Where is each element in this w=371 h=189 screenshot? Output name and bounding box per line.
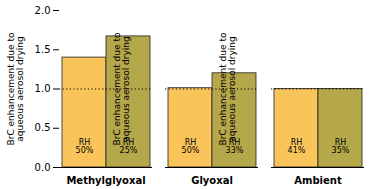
svg-text:BrC enhancement due toaqueous: BrC enhancement due toaqueous aerosol dr… — [112, 32, 131, 145]
svg-text:Glyoxal: Glyoxal — [191, 175, 233, 186]
svg-text:BrC enhancement due toaqueous: BrC enhancement due toaqueous aerosol dr… — [218, 32, 237, 145]
svg-text:2.0: 2.0 — [35, 5, 51, 16]
svg-text:1.0: 1.0 — [35, 83, 51, 94]
svg-text:RH50%: RH50% — [76, 138, 94, 155]
svg-text:RH35%: RH35% — [332, 138, 350, 155]
svg-text:Methylglyoxal: Methylglyoxal — [66, 175, 145, 186]
svg-text:0.5: 0.5 — [35, 122, 51, 133]
svg-text:0.0: 0.0 — [35, 162, 51, 173]
svg-text:RH41%: RH41% — [288, 138, 306, 155]
svg-text:Ambient: Ambient — [294, 175, 342, 186]
svg-text:BrC enhancement due toaqueous: BrC enhancement due toaqueous aerosol dr… — [6, 32, 25, 145]
svg-text:RH50%: RH50% — [182, 138, 200, 155]
svg-text:1.5: 1.5 — [35, 44, 51, 55]
